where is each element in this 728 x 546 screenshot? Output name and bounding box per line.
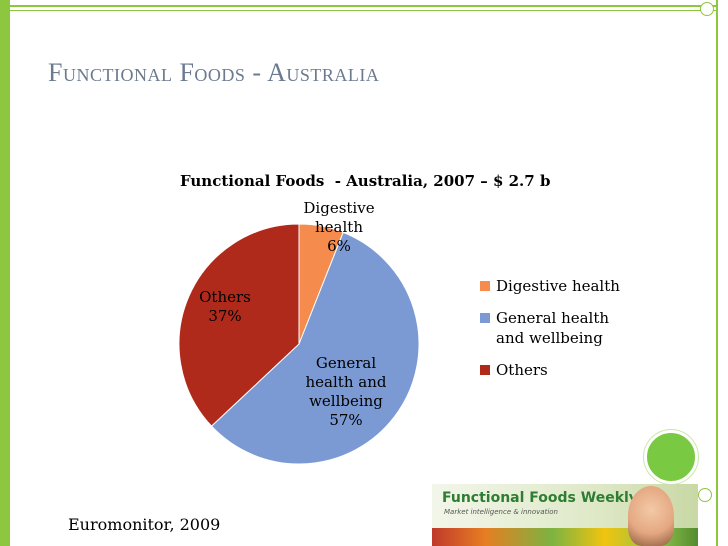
pie-slice-label-0: Digestive health 6% xyxy=(303,199,374,255)
corner-dot-bottom xyxy=(698,488,712,502)
legend-swatch-1 xyxy=(480,313,490,323)
pie-slice-label-1: General health and wellbeing 57% xyxy=(306,354,387,429)
decorative-green-circle xyxy=(644,430,698,484)
legend-swatch-0 xyxy=(480,281,490,291)
legend-label-2-0: Others xyxy=(496,361,548,379)
source-citation: Euromonitor, 2009 xyxy=(68,515,221,534)
legend-swatch-2 xyxy=(480,365,490,375)
logo-portrait xyxy=(628,486,674,546)
legend-label-1-1: and wellbeing xyxy=(496,329,603,347)
functional-foods-weekly-logo: Functional Foods Weekly Market intellige… xyxy=(432,484,698,546)
logo-title: Functional Foods Weekly xyxy=(442,490,638,506)
legend-label-1-0: General health xyxy=(496,309,610,327)
top-rule-thin xyxy=(10,10,716,11)
logo-subtitle: Market intelligence & innovation xyxy=(444,508,558,516)
slide-title: Functional Foods - Australia xyxy=(48,58,380,87)
pie-slice-label-2: Others 37% xyxy=(199,288,251,325)
chart-title: Functional Foods - Australia, 2007 – $ 2… xyxy=(180,172,551,190)
corner-dot-top xyxy=(700,2,714,16)
pie-slice-1 xyxy=(210,231,420,465)
top-rule xyxy=(10,5,716,7)
pie-slice-2 xyxy=(178,223,300,427)
chart-legend: Digestive health General health and wellbe… xyxy=(480,276,646,392)
right-rule xyxy=(716,0,718,546)
legend-item-2: Others xyxy=(480,360,646,380)
left-accent-bar xyxy=(0,0,10,546)
legend-label-0-0: Digestive health xyxy=(496,277,620,295)
legend-item-1: General health and wellbeing xyxy=(480,308,646,348)
legend-item-0: Digestive health xyxy=(480,276,646,296)
